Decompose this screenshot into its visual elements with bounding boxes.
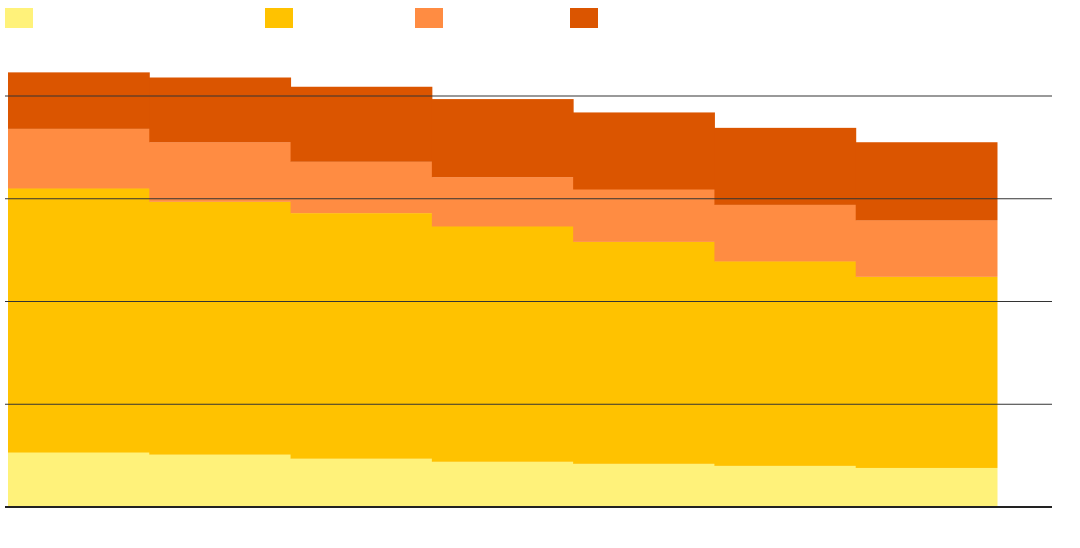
area-segment [431,99,574,178]
area-segment [855,142,998,221]
area-segment [8,188,150,453]
area-segment [573,189,715,242]
area-segment [149,77,292,143]
area-segment [431,177,574,227]
area-segment [149,454,292,507]
area-segment [714,465,857,507]
area-segment [8,452,150,507]
area-segment [290,213,433,459]
area-segment [149,142,292,202]
area-segment [714,127,857,205]
area-segment [431,226,574,462]
area-segment [573,463,715,507]
area-segment [573,241,715,464]
legend-swatch [265,8,293,28]
area-segment [149,201,292,455]
area-segment [8,72,150,129]
legend-swatch [570,8,598,28]
area-segment [573,112,715,190]
area-segment [431,461,574,507]
area-segment [290,161,433,214]
area-segment [290,86,433,162]
area-segment [855,276,998,468]
area-segment [714,261,857,466]
area-segment [290,458,433,507]
legend-swatch [415,8,443,28]
area-segment [855,220,998,277]
area-segment [855,467,998,507]
area-segment [8,128,150,189]
area-segment [714,204,857,262]
legend-swatch [5,8,33,28]
